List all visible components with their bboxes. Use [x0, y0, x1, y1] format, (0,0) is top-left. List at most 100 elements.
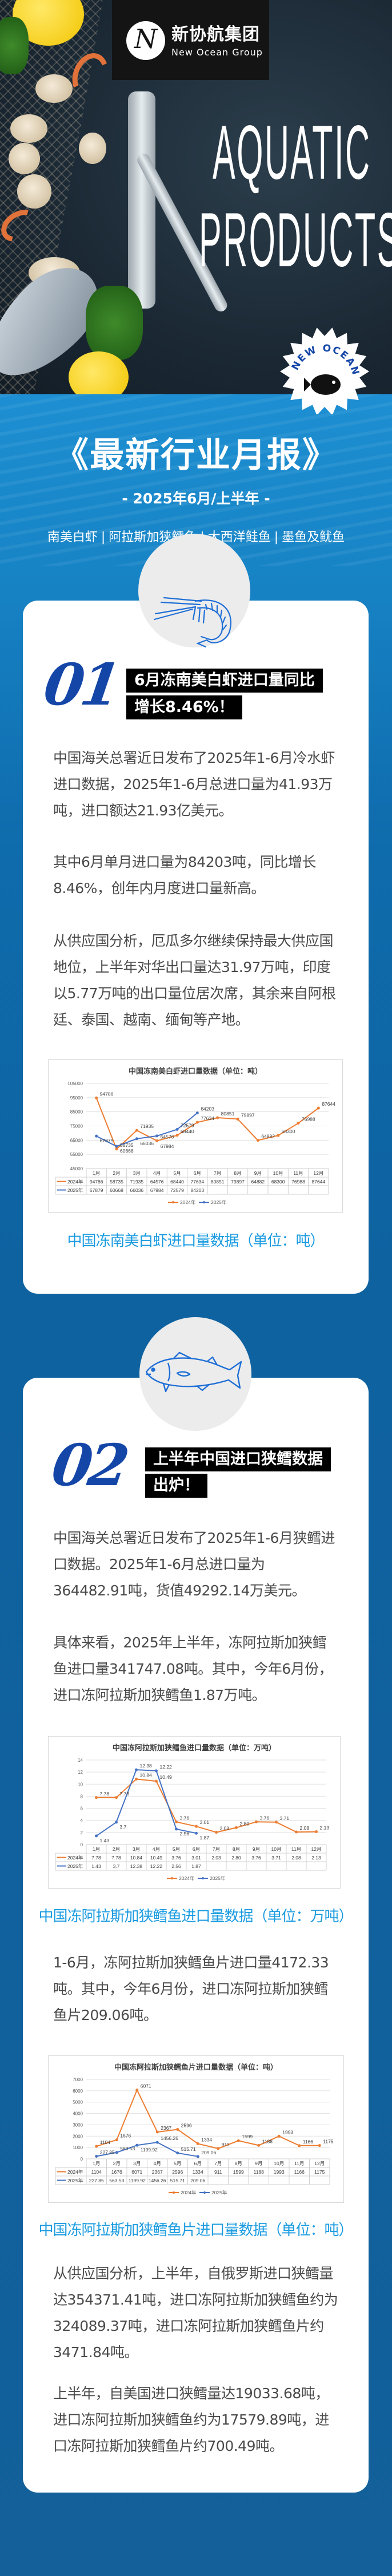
- data-point: [155, 1769, 158, 1773]
- table-cell: 1676: [111, 2169, 122, 2175]
- table-cell: 6071: [131, 2169, 142, 2175]
- data-label: 1676: [120, 2133, 131, 2139]
- legend-label: 2024年: [180, 1199, 196, 1205]
- data-point: [196, 2155, 199, 2158]
- table-cell: 94786: [90, 1179, 103, 1185]
- table-cell: 87644: [312, 1179, 326, 1185]
- series-line-2025年: [95, 1769, 197, 1837]
- table-cell: 3.71: [271, 1855, 281, 1861]
- table-cell: 563.53: [109, 2178, 124, 2183]
- paragraph: 中国海关总署近日发布了2025年1-6月冷水虾进口数据，2025年1-6月总进口…: [53, 750, 335, 819]
- paragraph: 从供应国分析，厄瓜多尔继续保持最大供应国地位，上半年对华出口量达31.97万吨，…: [53, 933, 336, 1028]
- chart-svg: 中国冻阿拉斯加狭鳕鱼片进口量数据（单位：吨） 0 1000 2000 3000 4000 5…: [55, 2063, 334, 2195]
- section-headline-line1: 上半年中国进口狭鳕数据: [145, 1447, 331, 1471]
- table-cell: 84203: [191, 1187, 205, 1193]
- section-headline-line2: 增长8.46%！: [126, 695, 242, 719]
- data-label: 76988: [302, 1117, 315, 1122]
- data-point: [95, 1796, 98, 1799]
- data-label: 67984: [161, 1143, 174, 1149]
- data-point: [95, 1834, 98, 1838]
- table-cell: 10.84: [130, 1855, 143, 1861]
- shrimp-icon: [153, 597, 231, 648]
- fish-icon: [145, 1351, 242, 1393]
- x-tick-label: 10月: [273, 1170, 283, 1176]
- y-tick-label: 2: [81, 1830, 83, 1835]
- table-cell: 3.76: [171, 1855, 181, 1861]
- legend-label: 2025年: [211, 1199, 227, 1205]
- y-tick-label: 2000: [73, 2134, 83, 2139]
- table-cell: 3.01: [191, 1855, 201, 1861]
- brand-logo-icon: N: [126, 21, 165, 60]
- table-cell: 2367: [152, 2169, 163, 2175]
- chart-caption: 中国冻阿拉斯加狭鳕鱼片进口量数据（单位：吨）: [38, 2222, 353, 2239]
- fish-icon-badge: [139, 1317, 251, 1431]
- data-point: [295, 1830, 298, 1834]
- x-tick-label: 12月: [313, 1170, 323, 1176]
- x-tick-label: 7月: [213, 1846, 220, 1852]
- series-line-2025年: [96, 2142, 198, 2157]
- series-line-2024年: [96, 2088, 320, 2149]
- data-label: 12.22: [160, 1764, 173, 1770]
- legend-label: 2024年: [181, 2190, 197, 2195]
- clam-decoration: [10, 114, 47, 143]
- data-point: [95, 1134, 98, 1138]
- table-series-name: 2024年: [67, 1855, 83, 1861]
- data-point: [115, 2138, 118, 2142]
- data-label: 1.43: [100, 1838, 110, 1843]
- report-topic-tags: 南美白虾|阿拉斯加狭鳕鱼|大西洋鲑鱼|墨鱼及鱿鱼: [0, 530, 392, 546]
- data-label: 1993: [282, 2129, 293, 2135]
- herb-decoration: [0, 17, 29, 74]
- data-label: 66036: [140, 1141, 154, 1146]
- data-point: [176, 2151, 179, 2155]
- data-label: 71935: [140, 1123, 154, 1129]
- x-tick-label: 8月: [234, 1170, 241, 1176]
- chart-shrimp-imports: 中国冻南美白虾进口量数据（单位：吨） 45000 55000 65000 75000 85…: [48, 1059, 343, 1213]
- chart-caption: 中国冻阿拉斯加狭鳕鱼进口量数据（单位：万吨）: [38, 1908, 353, 1925]
- y-tick-label: 6000: [73, 2089, 83, 2094]
- data-label: 80851: [221, 1111, 235, 1117]
- knife-decoration: [128, 91, 155, 309]
- chart-svg: 中国冻阿拉斯加狭鳕鱼进口量数据（单位：万吨） 0 2 4 6 8 10 12 14 7.78 7.7…: [55, 1743, 330, 1881]
- paragraph: 上半年，自美国进口狭鳕量达19033.68吨，进口冻阿拉斯加狭鳕鱼约为17579…: [53, 2385, 329, 2454]
- data-label: 2.13: [320, 1825, 330, 1830]
- hero-banner: N 新协航集团 New Ocean Group AQUATIC PRODUCTS: [0, 0, 392, 394]
- clam-decoration: [9, 143, 40, 174]
- data-label: 2.80: [240, 1821, 250, 1826]
- x-tick-label: 1月: [93, 1170, 100, 1176]
- legend-marker-dot: [202, 1877, 204, 1879]
- table-cell: 1.43: [91, 1863, 101, 1869]
- legend-marker-dot: [203, 2191, 206, 2194]
- table-series-name: 2025年: [67, 1863, 83, 1869]
- data-point: [277, 2134, 281, 2138]
- chart-svg: 中国冻南美白虾进口量数据（单位：吨） 45000 55000 65000 75000 85…: [55, 1067, 335, 1205]
- y-tick-label: 14: [78, 1758, 83, 1763]
- y-tick-label: 8: [81, 1794, 83, 1799]
- x-tick-label: 5月: [173, 1846, 180, 1852]
- data-label: 84203: [201, 1106, 214, 1112]
- topic-tag: 墨鱼及鱿鱼: [282, 530, 345, 545]
- table-cell: 3.76: [251, 1855, 261, 1861]
- data-label: 6071: [141, 2083, 151, 2089]
- data-label: 10.49: [160, 1774, 173, 1780]
- section-number: 01: [39, 651, 122, 718]
- x-tick-label: 2月: [113, 1170, 120, 1176]
- hero-title-line2: PRODUCTS: [199, 197, 392, 283]
- tag-separator: |: [274, 530, 279, 545]
- table-cell: 1188: [254, 2169, 265, 2175]
- shell-decoration: [17, 174, 51, 209]
- table-cell: 1334: [193, 2169, 203, 2175]
- data-point: [195, 1831, 198, 1835]
- y-tick-label: 85000: [70, 1110, 83, 1115]
- data-point: [256, 1139, 259, 1142]
- section-number: 02: [47, 1431, 130, 1499]
- data-point: [195, 1111, 199, 1115]
- y-tick-label: 75000: [70, 1124, 83, 1129]
- data-label: 3.01: [200, 1819, 210, 1825]
- table-cell: 2.56: [171, 1863, 181, 1869]
- legend-marker-dot: [171, 1877, 173, 1879]
- table-cell: 58735: [110, 1179, 123, 1185]
- legend-label: 2025年: [210, 1875, 226, 1881]
- data-point: [155, 2141, 159, 2144]
- lemon-decoration: [69, 351, 129, 394]
- data-label: 911: [222, 2142, 230, 2147]
